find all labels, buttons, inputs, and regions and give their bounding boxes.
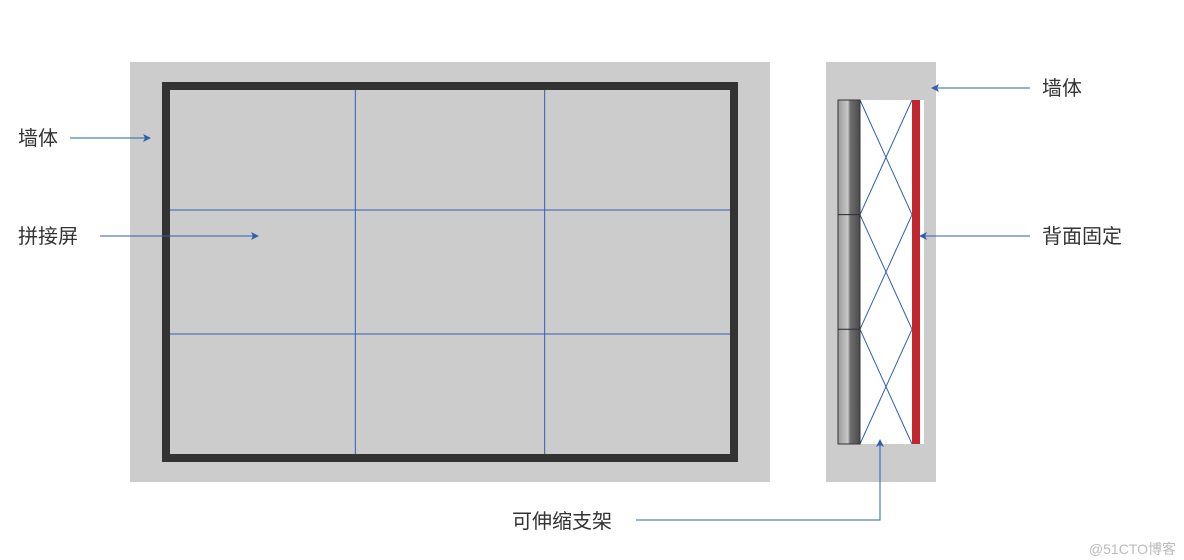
label-wall-left: 墙体 <box>18 127 58 150</box>
label-wall-right: 墙体 <box>1042 77 1082 100</box>
back-fixing-bar <box>912 100 920 444</box>
side-panel-stack <box>838 100 860 444</box>
front-view <box>130 62 770 482</box>
label-back-fixed: 背面固定 <box>1042 225 1122 248</box>
label-telescopic-bracket: 可伸缩支架 <box>512 510 612 533</box>
label-splice-screen: 拼接屏 <box>18 225 78 248</box>
watermark: @51CTO博客 <box>1089 541 1176 557</box>
screen-frame <box>166 86 734 458</box>
side-view <box>826 62 936 482</box>
